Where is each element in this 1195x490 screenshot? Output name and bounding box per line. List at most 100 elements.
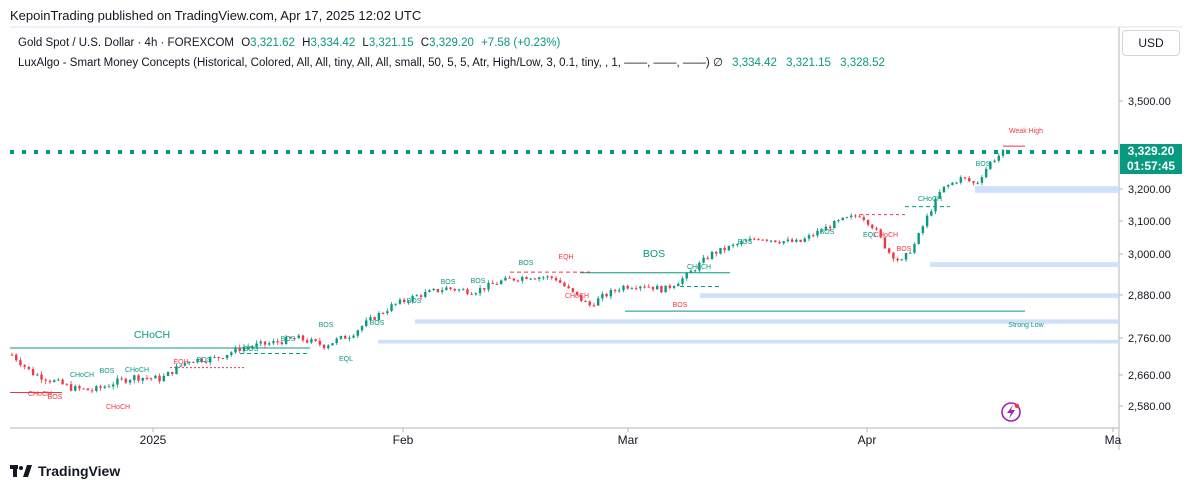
indicator-legend[interactable]: LuxAlgo - Smart Money Concepts (Historic… bbox=[18, 55, 885, 69]
candle-body bbox=[689, 270, 693, 273]
publisher-line: KepoinTrading published on TradingView.c… bbox=[10, 8, 422, 23]
candle-body bbox=[989, 161, 992, 169]
candle-body bbox=[542, 277, 545, 279]
candle-body bbox=[457, 289, 461, 291]
candle-body bbox=[559, 280, 562, 283]
candle-body bbox=[984, 168, 988, 178]
x-tick-label: Ma bbox=[1105, 433, 1122, 447]
candle-body bbox=[516, 280, 520, 282]
candle-body bbox=[40, 374, 43, 380]
candle-body bbox=[166, 371, 170, 376]
candle-body bbox=[272, 341, 275, 344]
candle-body bbox=[837, 220, 840, 222]
candle-body bbox=[833, 220, 836, 229]
candle-body bbox=[521, 277, 524, 281]
candle-body bbox=[402, 299, 406, 303]
candle-body bbox=[263, 341, 267, 345]
candle-body bbox=[491, 282, 494, 284]
candle-body bbox=[765, 239, 769, 241]
candle-body bbox=[731, 244, 735, 246]
candle-body bbox=[769, 240, 773, 242]
candle-body bbox=[120, 378, 123, 380]
structure-label: BOS bbox=[281, 336, 296, 343]
candle-body bbox=[968, 178, 971, 182]
candle-body bbox=[449, 287, 452, 289]
candle-body bbox=[972, 181, 975, 184]
order-block-zone bbox=[930, 262, 1119, 267]
candle-body bbox=[466, 289, 469, 294]
candle-body bbox=[799, 239, 802, 242]
y-tick-label: 3,000.00 bbox=[1128, 249, 1171, 261]
candle-body bbox=[259, 341, 263, 344]
order-block-zone bbox=[700, 293, 1119, 298]
candle-body bbox=[807, 235, 811, 239]
structure-label: EQH bbox=[558, 254, 573, 261]
order-block-zone bbox=[415, 319, 1119, 324]
candle-body bbox=[980, 177, 984, 183]
candle-body bbox=[192, 361, 195, 363]
structure-label: CHoCH bbox=[874, 232, 898, 239]
candle-body bbox=[116, 378, 119, 385]
candle-body bbox=[297, 335, 300, 339]
candle-body bbox=[715, 251, 718, 254]
structure-label: BOS bbox=[319, 322, 334, 329]
footer-brand: TradingView bbox=[38, 463, 121, 479]
candle-body bbox=[904, 252, 908, 260]
candle-body bbox=[99, 386, 102, 388]
candle-body bbox=[677, 283, 680, 287]
candle-body bbox=[44, 379, 47, 381]
structure-label: BOS bbox=[100, 368, 115, 375]
candle-body bbox=[584, 301, 587, 303]
structure-label: CHoCH bbox=[106, 404, 130, 411]
change-value: +7.58 (+0.23%) bbox=[481, 37, 561, 49]
x-tick-label: Feb bbox=[393, 433, 414, 447]
y-tick-label: 2,880.00 bbox=[1128, 290, 1171, 302]
candle-body bbox=[938, 192, 941, 199]
candle-body bbox=[744, 240, 747, 242]
candle-body bbox=[61, 379, 64, 385]
open-value: 3,321.62 bbox=[250, 37, 295, 49]
candle-body bbox=[487, 282, 490, 290]
candle-body bbox=[432, 288, 435, 291]
candle-body bbox=[225, 354, 229, 359]
candle-body bbox=[495, 283, 499, 285]
low-label: L bbox=[362, 37, 369, 49]
candle-body bbox=[702, 257, 705, 263]
candle-body bbox=[78, 386, 81, 389]
candle-body bbox=[74, 386, 77, 391]
symbol-legend[interactable]: Gold Spot / U.S. Dollar · 4h · FOREXCOM … bbox=[18, 37, 560, 49]
candle-body bbox=[52, 380, 56, 382]
candle-body bbox=[546, 276, 549, 278]
order-block-zone bbox=[975, 186, 1119, 193]
candle-body bbox=[238, 347, 241, 352]
structure-label: CHoCH bbox=[125, 367, 149, 374]
structure-label: BOS bbox=[820, 229, 835, 236]
candle-body bbox=[656, 285, 659, 290]
candle-body bbox=[706, 257, 710, 259]
tradingview-footer[interactable]: TradingView bbox=[10, 463, 120, 479]
candle-body bbox=[453, 288, 456, 291]
candle-body bbox=[778, 242, 781, 244]
currency-button[interactable]: USD bbox=[1122, 30, 1180, 56]
candle-body bbox=[19, 360, 22, 366]
candle-body bbox=[917, 233, 920, 245]
candle-body bbox=[318, 340, 322, 345]
candle-body bbox=[133, 375, 136, 381]
candle-body bbox=[946, 185, 950, 187]
y-tick-label: 3,100.00 bbox=[1128, 216, 1171, 228]
candle-body bbox=[639, 286, 642, 289]
structure-label: BOS bbox=[407, 298, 422, 305]
structure-label: Weak High bbox=[1009, 128, 1043, 135]
candle-body bbox=[748, 238, 752, 241]
candle-body bbox=[892, 252, 895, 259]
candle-body bbox=[112, 384, 115, 387]
candle-body bbox=[592, 305, 596, 307]
candle-body bbox=[752, 238, 756, 240]
candle-body bbox=[390, 304, 393, 312]
candle-body bbox=[782, 241, 785, 244]
symbol-name: Gold Spot / U.S. Dollar · 4h · FOREXCOM bbox=[18, 37, 235, 49]
candle-body bbox=[415, 295, 419, 297]
candle-body bbox=[879, 229, 882, 238]
candle-body bbox=[310, 339, 313, 343]
